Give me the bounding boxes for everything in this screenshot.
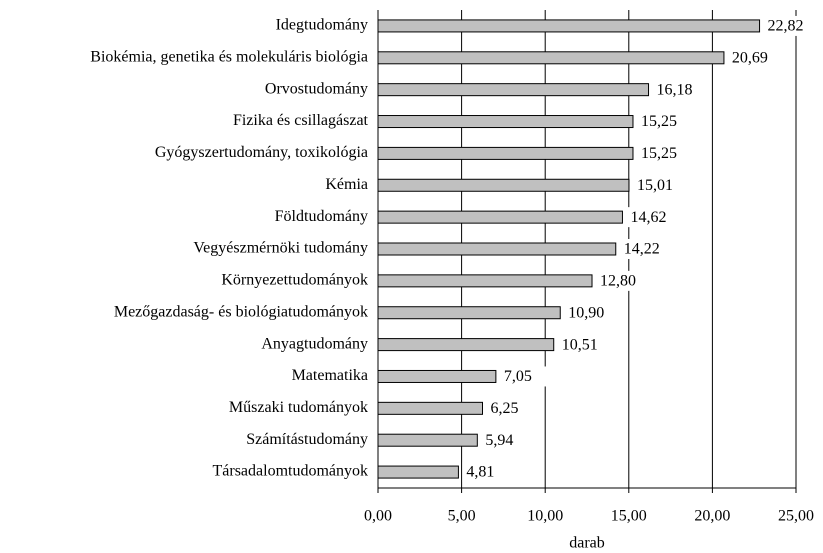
bar bbox=[377, 306, 561, 320]
bar bbox=[377, 338, 555, 352]
y-tick-label: Idegtudomány bbox=[276, 17, 368, 34]
value-label-bg bbox=[462, 462, 513, 483]
bar bbox=[377, 115, 634, 129]
value-label: 10,90 bbox=[568, 304, 604, 321]
y-tick-label: Földtudomány bbox=[275, 208, 368, 225]
value-label-bg bbox=[636, 111, 687, 132]
value-label: 15,01 bbox=[637, 177, 673, 194]
value-label-bg bbox=[486, 398, 537, 419]
value-label: 10,51 bbox=[562, 336, 598, 353]
value-label-bg bbox=[636, 143, 687, 164]
bar bbox=[377, 242, 617, 256]
x-tick-label: 10,00 bbox=[527, 508, 563, 525]
value-label: 22,82 bbox=[768, 18, 804, 35]
bar bbox=[377, 274, 593, 288]
value-label: 14,62 bbox=[630, 209, 666, 226]
value-label-bg bbox=[499, 366, 550, 387]
value-label-bg bbox=[652, 79, 703, 100]
value-label-bg bbox=[481, 430, 532, 451]
value-label: 15,25 bbox=[641, 113, 677, 130]
y-tick-label: Biokémia, genetika és molekuláris biológ… bbox=[90, 48, 368, 65]
bar bbox=[377, 51, 725, 65]
y-tick-label: Számítástudomány bbox=[246, 431, 368, 448]
bar bbox=[377, 19, 761, 33]
bar bbox=[377, 83, 650, 97]
value-label: 4,81 bbox=[466, 464, 494, 481]
y-tick-label: Kémia bbox=[325, 176, 368, 193]
y-tick-label: Műszaki tudományok bbox=[229, 399, 368, 416]
bar bbox=[377, 146, 634, 160]
value-label: 14,22 bbox=[624, 241, 660, 258]
value-label-bg bbox=[626, 207, 677, 228]
y-tick-label: Környezettudományok bbox=[221, 272, 368, 289]
value-label: 7,05 bbox=[504, 368, 532, 385]
value-label: 15,25 bbox=[641, 145, 677, 162]
value-label: 16,18 bbox=[657, 81, 693, 98]
value-label: 5,94 bbox=[485, 432, 513, 449]
value-label-bg bbox=[632, 175, 683, 196]
value-label-bg bbox=[727, 47, 778, 68]
value-label: 20,69 bbox=[732, 49, 768, 66]
y-tick-label: Mezőgazdaság- és biológiatudományok bbox=[114, 303, 368, 320]
x-axis-label: darab bbox=[569, 535, 605, 552]
bar bbox=[377, 433, 478, 447]
bar bbox=[377, 178, 630, 192]
value-label-bg bbox=[763, 15, 814, 36]
x-tick-label: 25,00 bbox=[778, 508, 814, 525]
value-label-bg bbox=[596, 270, 647, 291]
value-label: 6,25 bbox=[491, 400, 519, 417]
y-tick-label: Gyógyszertudomány, toxikológia bbox=[155, 144, 368, 161]
y-tick-label: Vegyészmérnöki tudomány bbox=[193, 240, 368, 257]
bar bbox=[377, 369, 497, 383]
y-tick-label: Orvostudomány bbox=[265, 80, 368, 97]
y-tick-label: Társadalomtudományok bbox=[212, 463, 368, 480]
y-tick-label: Matematika bbox=[292, 367, 368, 384]
bar bbox=[377, 465, 459, 479]
x-tick-label: 0,00 bbox=[364, 508, 392, 525]
value-label-bg bbox=[564, 302, 615, 323]
x-tick-label: 5,00 bbox=[448, 508, 476, 525]
x-tick-label: 20,00 bbox=[694, 508, 730, 525]
y-tick-label: Anyagtudomány bbox=[261, 335, 368, 352]
y-tick-label: Fizika és csillagászat bbox=[233, 112, 369, 129]
value-label-bg bbox=[619, 239, 670, 259]
bar bbox=[377, 401, 483, 415]
bar bbox=[377, 210, 623, 224]
x-tick-label: 15,00 bbox=[611, 508, 647, 525]
value-label-bg bbox=[557, 334, 608, 355]
value-label: 12,80 bbox=[600, 273, 636, 290]
